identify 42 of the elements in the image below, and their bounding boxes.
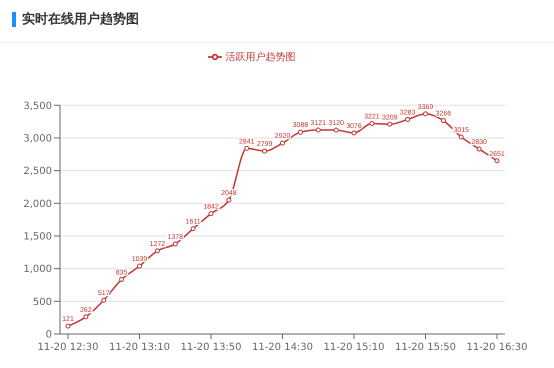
point (334, 128, 339, 133)
point (262, 148, 268, 154)
y-tick-label: 3,500 (23, 100, 52, 112)
y-tick-label: 2,500 (23, 166, 52, 178)
point (387, 122, 392, 127)
y-tick-label: 3,000 (23, 133, 52, 144)
point (405, 116, 410, 122)
point (137, 264, 142, 269)
point (369, 121, 374, 126)
point (226, 198, 232, 203)
x-tick-label: 11-20 13:50 (180, 342, 242, 353)
point (298, 130, 303, 135)
chart-title: 实时在线用户趋势图 (22, 10, 139, 28)
x-tick-label: 11-20 13:10 (108, 342, 170, 353)
point (172, 241, 178, 246)
point (66, 324, 70, 329)
x-tick-label: 11-20 15:50 (394, 342, 456, 353)
point (208, 211, 214, 216)
point (423, 111, 428, 116)
point (119, 276, 124, 282)
x-tick-label: 11-20 15:10 (323, 342, 385, 353)
legend-label: 活跃用户趋势图 (226, 52, 296, 63)
y-tick-label: 500 (32, 296, 52, 308)
y-tick-label: 2,000 (23, 198, 52, 210)
point (154, 248, 160, 254)
x-tick-label: 11-20 12:30 (37, 342, 99, 353)
point (83, 314, 88, 320)
y-tick-label: 1,500 (23, 232, 52, 243)
y-tick-label: 0 (46, 330, 52, 341)
point (352, 130, 356, 136)
point (190, 226, 196, 232)
point (458, 134, 464, 140)
point (244, 146, 250, 151)
point (494, 158, 500, 164)
point (280, 140, 285, 146)
point (440, 118, 446, 124)
x-tick-label: 11-20 14:30 (252, 342, 314, 353)
point (316, 128, 321, 133)
x-tick-label: 11-20 16:30 (466, 342, 528, 353)
y-tick-label: 1,000 (23, 264, 52, 276)
point (476, 146, 482, 152)
point (101, 298, 106, 303)
